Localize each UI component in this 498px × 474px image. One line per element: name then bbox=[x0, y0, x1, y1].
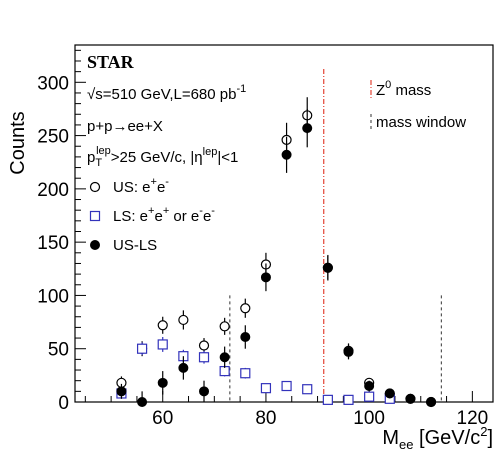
series-us bbox=[116, 97, 437, 408]
ls-point bbox=[136, 343, 148, 354]
x-axis-title: Mee [GeV/c2] bbox=[382, 424, 493, 452]
reference-legend: Z0 mass mass window bbox=[370, 79, 466, 132]
energy-luminosity-label: √s=510 GeV,L=680 pb-1 bbox=[87, 83, 246, 103]
us-ls-point bbox=[260, 272, 271, 283]
us-ls-point bbox=[137, 397, 148, 407]
x-tick-label: 120 bbox=[457, 408, 489, 429]
us-ls-point bbox=[199, 386, 210, 397]
ls-point bbox=[281, 380, 292, 392]
series-ls bbox=[116, 336, 395, 405]
ls-point bbox=[364, 391, 375, 402]
y-tick-label: 250 bbox=[37, 127, 69, 148]
legend-label-us: US: e+e- bbox=[113, 176, 169, 196]
us-ls-point bbox=[219, 352, 230, 363]
us-ls-point bbox=[343, 346, 354, 357]
x-tick-label: 60 bbox=[152, 408, 173, 429]
y-tick-label: 100 bbox=[37, 286, 69, 307]
us-ls-point bbox=[178, 362, 189, 373]
cuts-label: pTlep>25 GeV/c, |ηlep|<1 bbox=[87, 145, 238, 169]
ls-point bbox=[302, 384, 313, 395]
y-axis-ticks: 0 50 100 150 200 250 300 bbox=[37, 49, 86, 414]
ls-point bbox=[260, 383, 272, 394]
us-point bbox=[240, 303, 251, 314]
data-series bbox=[116, 97, 437, 408]
legend-marker-us bbox=[89, 181, 101, 193]
us-ls-point bbox=[116, 386, 127, 397]
y-tick-label: 300 bbox=[37, 73, 69, 94]
legend-label-ls: LS: e+e+ or e-e- bbox=[113, 205, 215, 225]
us-ls-point bbox=[281, 149, 292, 160]
us-point bbox=[178, 314, 189, 326]
legend-marker-ls bbox=[89, 210, 101, 222]
plot-frame bbox=[74, 44, 494, 403]
us-ls-point bbox=[364, 381, 375, 392]
us-point bbox=[198, 340, 210, 351]
ls-point bbox=[322, 394, 333, 405]
x-tick-label: 100 bbox=[353, 408, 385, 429]
y-tick-label: 0 bbox=[58, 393, 69, 414]
legend-label-us-ls: US-LS bbox=[113, 237, 157, 254]
legend-marker-us-ls bbox=[90, 240, 100, 250]
ls-point bbox=[198, 352, 210, 363]
legend-label-z0: Z0 mass bbox=[376, 79, 431, 99]
us-ls-point bbox=[384, 388, 395, 399]
us-point bbox=[219, 321, 230, 332]
ls-point bbox=[219, 365, 230, 377]
x-axis-ticks: 60 80 100 120 bbox=[84, 391, 489, 429]
ls-point bbox=[343, 394, 354, 405]
us-ls-point bbox=[322, 262, 333, 273]
us-point bbox=[157, 320, 168, 331]
process-label: p+p→ee+X bbox=[87, 118, 163, 135]
us-ls-point bbox=[426, 397, 437, 407]
legend-label-mass-window: mass window bbox=[376, 114, 466, 131]
us-ls-point bbox=[302, 123, 313, 134]
x-tick-label: 80 bbox=[255, 408, 276, 429]
legend: US: e+e- LS: e+e+ or e-e- US-LS bbox=[89, 176, 215, 254]
y-tick-label: 150 bbox=[37, 233, 69, 254]
reference-lines bbox=[229, 69, 442, 402]
us-ls-point bbox=[157, 377, 168, 388]
us-ls-point bbox=[405, 393, 416, 404]
us-ls-point bbox=[240, 331, 251, 342]
ls-point bbox=[240, 368, 251, 379]
series-us-ls bbox=[116, 108, 437, 407]
star-label: STAR bbox=[87, 52, 135, 72]
y-tick-label: 50 bbox=[48, 340, 69, 361]
y-axis-title: Counts bbox=[7, 111, 29, 174]
y-tick-label: 200 bbox=[37, 180, 69, 201]
ls-point bbox=[157, 339, 168, 350]
